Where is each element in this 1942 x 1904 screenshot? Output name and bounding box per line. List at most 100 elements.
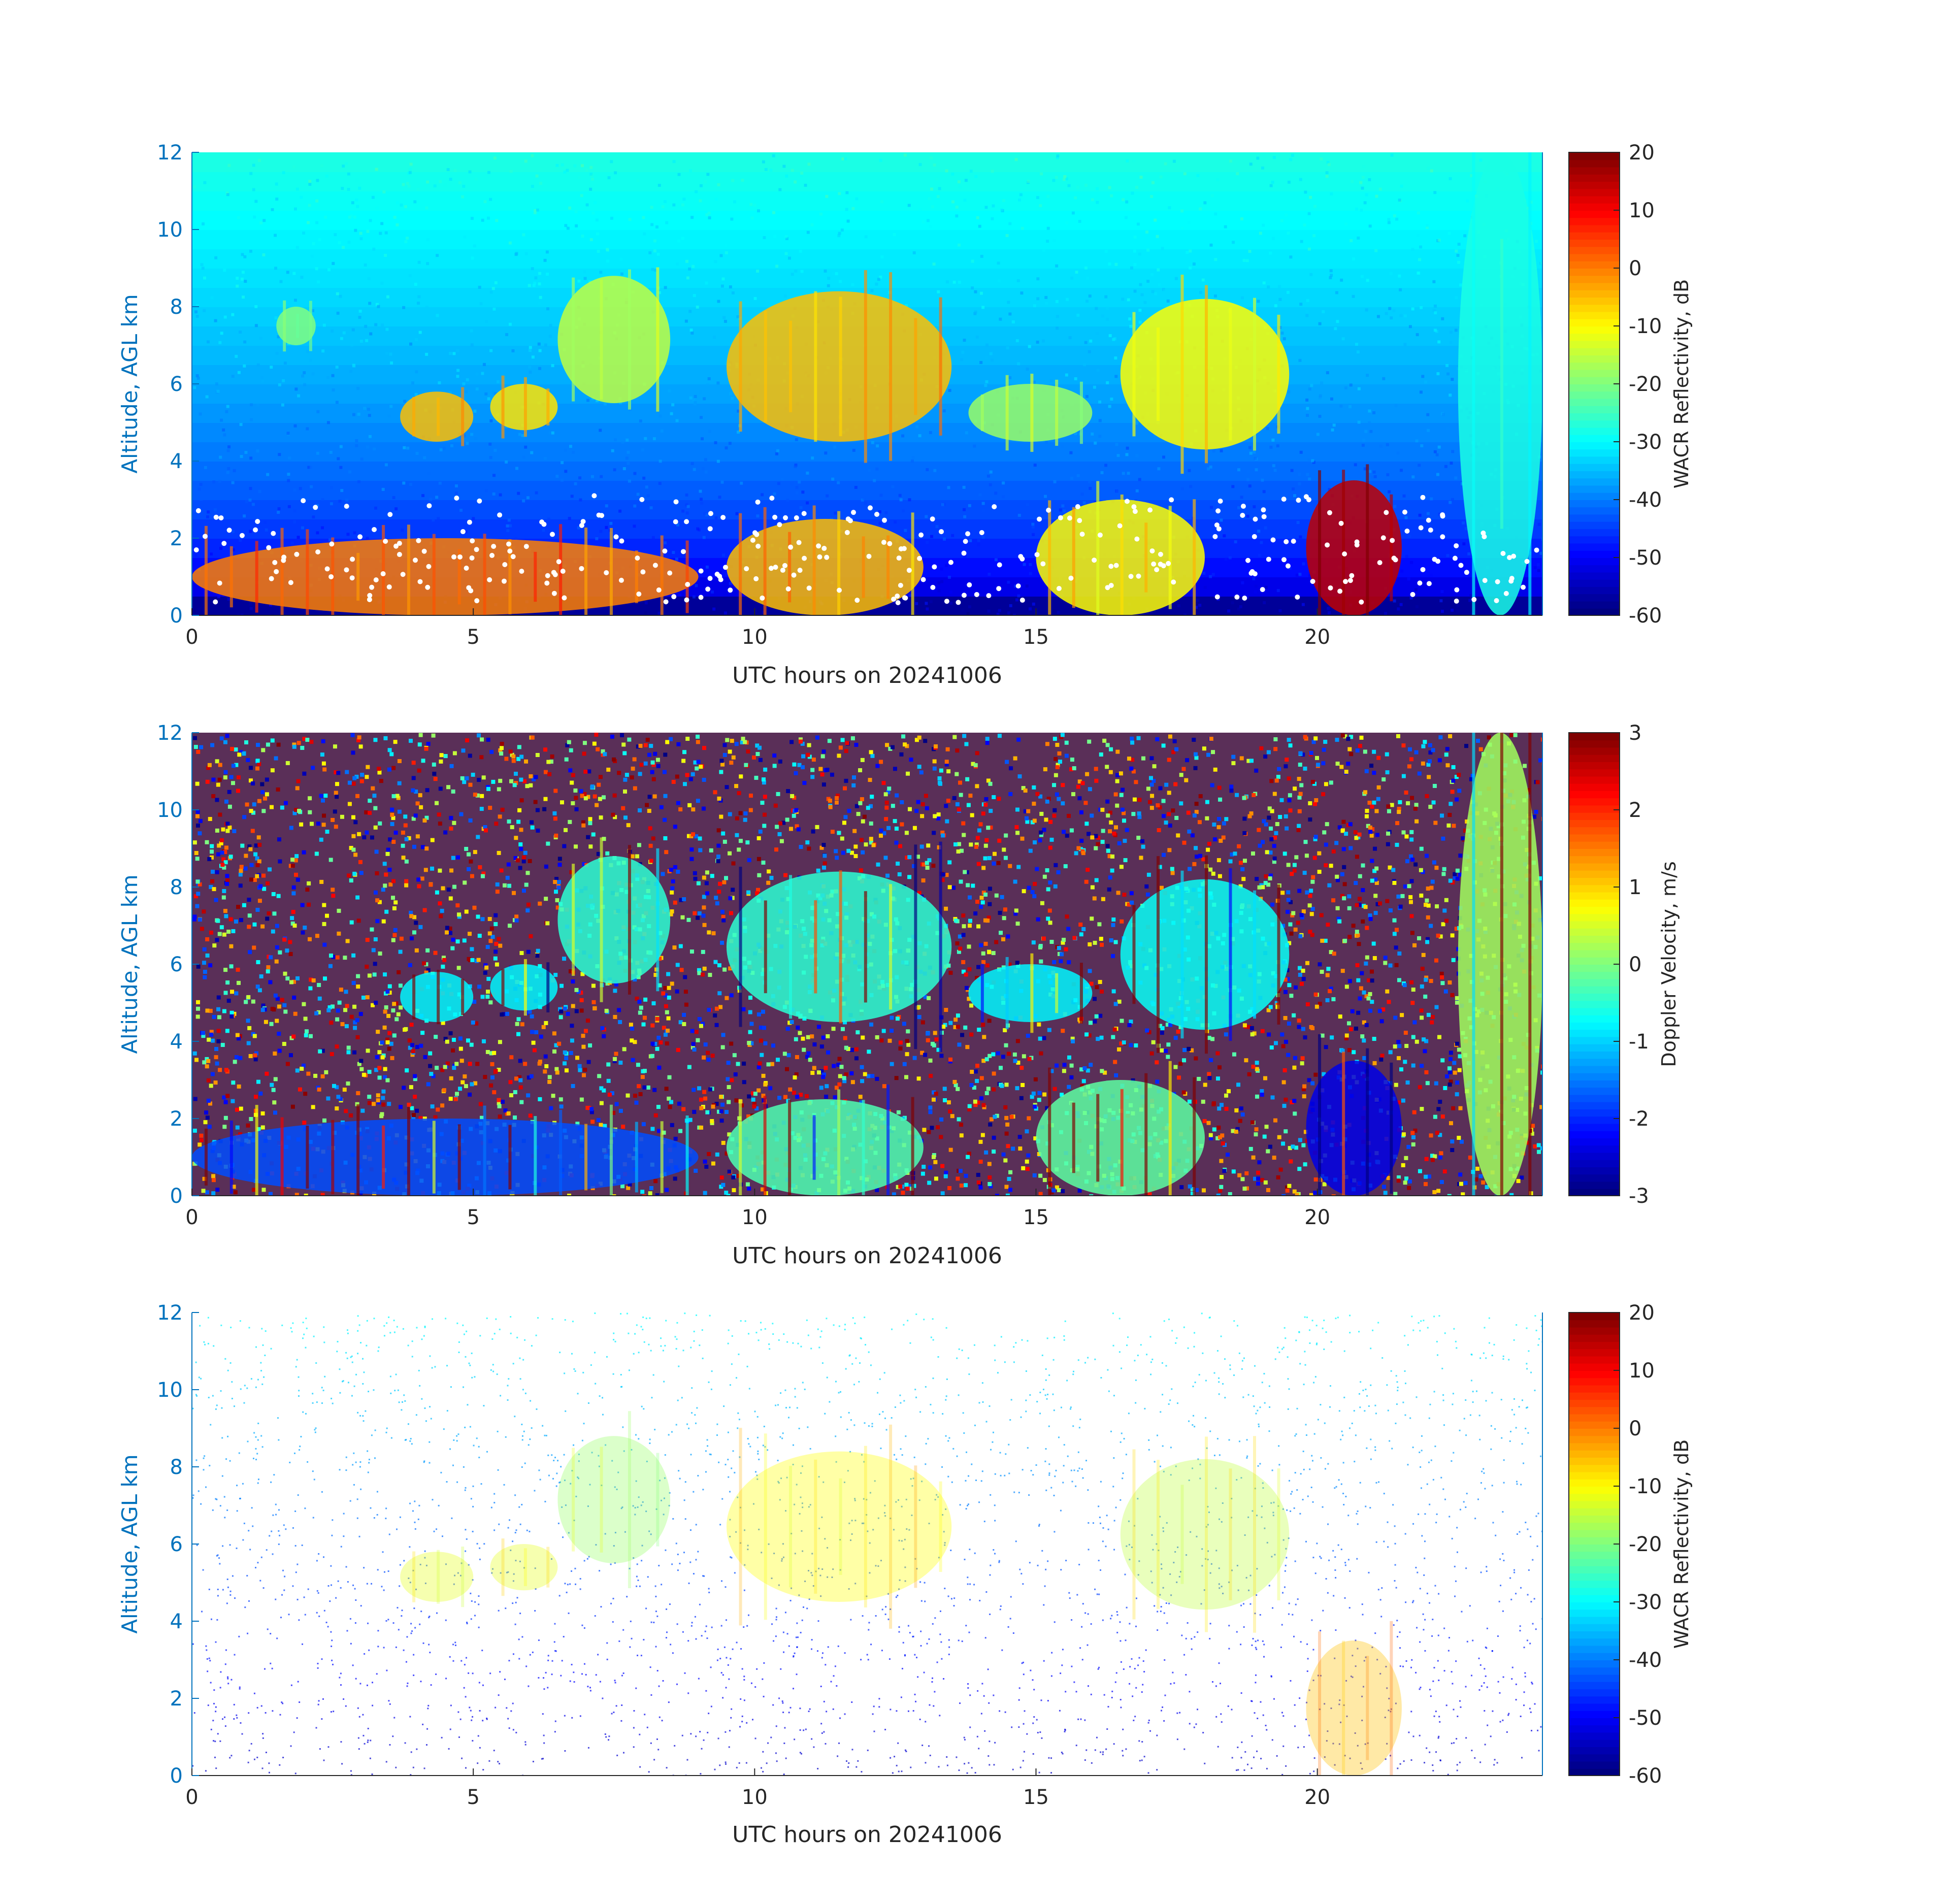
noise-pixel [695,190,698,193]
base-dot [255,519,260,524]
noise-pixel [561,461,564,465]
speckle-pixel [1383,1191,1388,1195]
noise-pixel [1449,389,1453,392]
noise-pixel [299,487,302,490]
noise-pixel [1000,208,1004,212]
noise-pixel [1046,194,1050,198]
speckle-pixel [196,749,201,754]
colorbar-swatch [1569,282,1620,290]
noise-pixel [607,176,611,180]
base-dot [685,582,690,587]
noise-pixel [1433,450,1437,453]
noise-pixel [237,371,241,374]
noise-pixel [678,593,682,597]
speckle-pixel [651,763,656,767]
noise-pixel [294,387,298,391]
noise-pixel [1091,432,1094,436]
speckle-pixel [532,777,536,781]
speckle-pixel [481,871,486,876]
base-dot [652,563,658,568]
noise-pixel [1301,603,1305,606]
noise-pixel [400,203,403,207]
speckle-pixel [959,879,963,884]
speckle-pixel [612,1059,617,1063]
echo-streak [229,546,233,608]
speckle-pixel [260,1111,265,1115]
noise-pixel [776,449,779,452]
speckle-pixel [1283,1039,1288,1044]
noise-pixel [409,162,413,166]
echo-streak [306,529,309,615]
noise-pixel [376,206,379,210]
noise-pixel [1440,590,1444,594]
noise-pixel [1180,209,1184,213]
noise-pixel [335,401,339,404]
echo-streak [1342,470,1345,615]
speckle-pixel [264,1020,268,1024]
speckle-pixel [1344,984,1349,989]
speckle-pixel [356,918,361,923]
speckle-pixel [518,1085,523,1090]
speckle-pixel [1401,743,1406,748]
speckle-pixel [1095,985,1099,990]
colorbar-tick-label: -40 [1629,488,1662,512]
noise-pixel [243,340,247,344]
noise-pixel [531,355,535,359]
noise-pixel [368,414,371,417]
speckle-pixel [636,1063,640,1067]
noise-pixel [256,449,259,453]
base-dot [906,568,912,573]
noise-pixel [997,261,1000,265]
speckle-pixel [973,1069,978,1074]
speckle-pixel [1048,819,1053,824]
noise-pixel [926,607,929,611]
speckle-pixel [729,911,734,915]
base-dot [1464,570,1469,575]
speckle-pixel [1435,904,1439,909]
base-dot [939,529,944,535]
noise-pixel [1249,451,1253,455]
speckle-pixel [1326,923,1330,927]
noise-pixel [937,290,940,293]
speckle-pixel [977,1028,981,1032]
noise-pixel [379,232,382,235]
speckle-pixel [1540,737,1542,742]
speckle-pixel [905,1039,909,1043]
noise-pixel [1091,198,1094,202]
noise-pixel [235,354,238,358]
speckle-pixel [1335,738,1339,742]
echo-streak [889,272,893,461]
colorbar-swatch [1569,572,1620,580]
speckle-pixel [925,806,929,810]
speckle-pixel [1428,805,1433,809]
speckle-pixel [1004,833,1008,838]
speckle-pixel [959,1133,964,1138]
noise-pixel [1224,225,1227,228]
speckle-pixel [260,1125,265,1130]
noise-pixel [1368,224,1372,228]
speckle-pixel [692,1109,697,1114]
speckle-pixel [1298,792,1303,796]
speckle-pixel [766,880,771,885]
noise-pixel [271,211,274,214]
noise-pixel [941,503,945,506]
noise-pixel [1211,194,1214,198]
noise-pixel [833,445,837,449]
speckle-pixel [1069,767,1074,772]
noise-pixel [321,526,324,530]
speckle-pixel [1263,754,1268,759]
speckle-pixel [1046,797,1051,801]
noise-pixel [783,294,787,298]
noise-pixel [271,208,274,212]
speckle-pixel [1399,1067,1404,1072]
speckle-pixel [673,1136,678,1141]
speckle-pixel [1387,1000,1391,1004]
speckle-pixel [651,777,656,781]
speckle-pixel [1035,792,1040,796]
speckle-pixel [962,924,966,929]
noise-pixel [655,225,659,229]
speckle-pixel [441,1021,445,1025]
noise-pixel [1273,469,1277,472]
colorbar-swatch [1569,478,1620,486]
speckle-pixel [519,847,523,851]
